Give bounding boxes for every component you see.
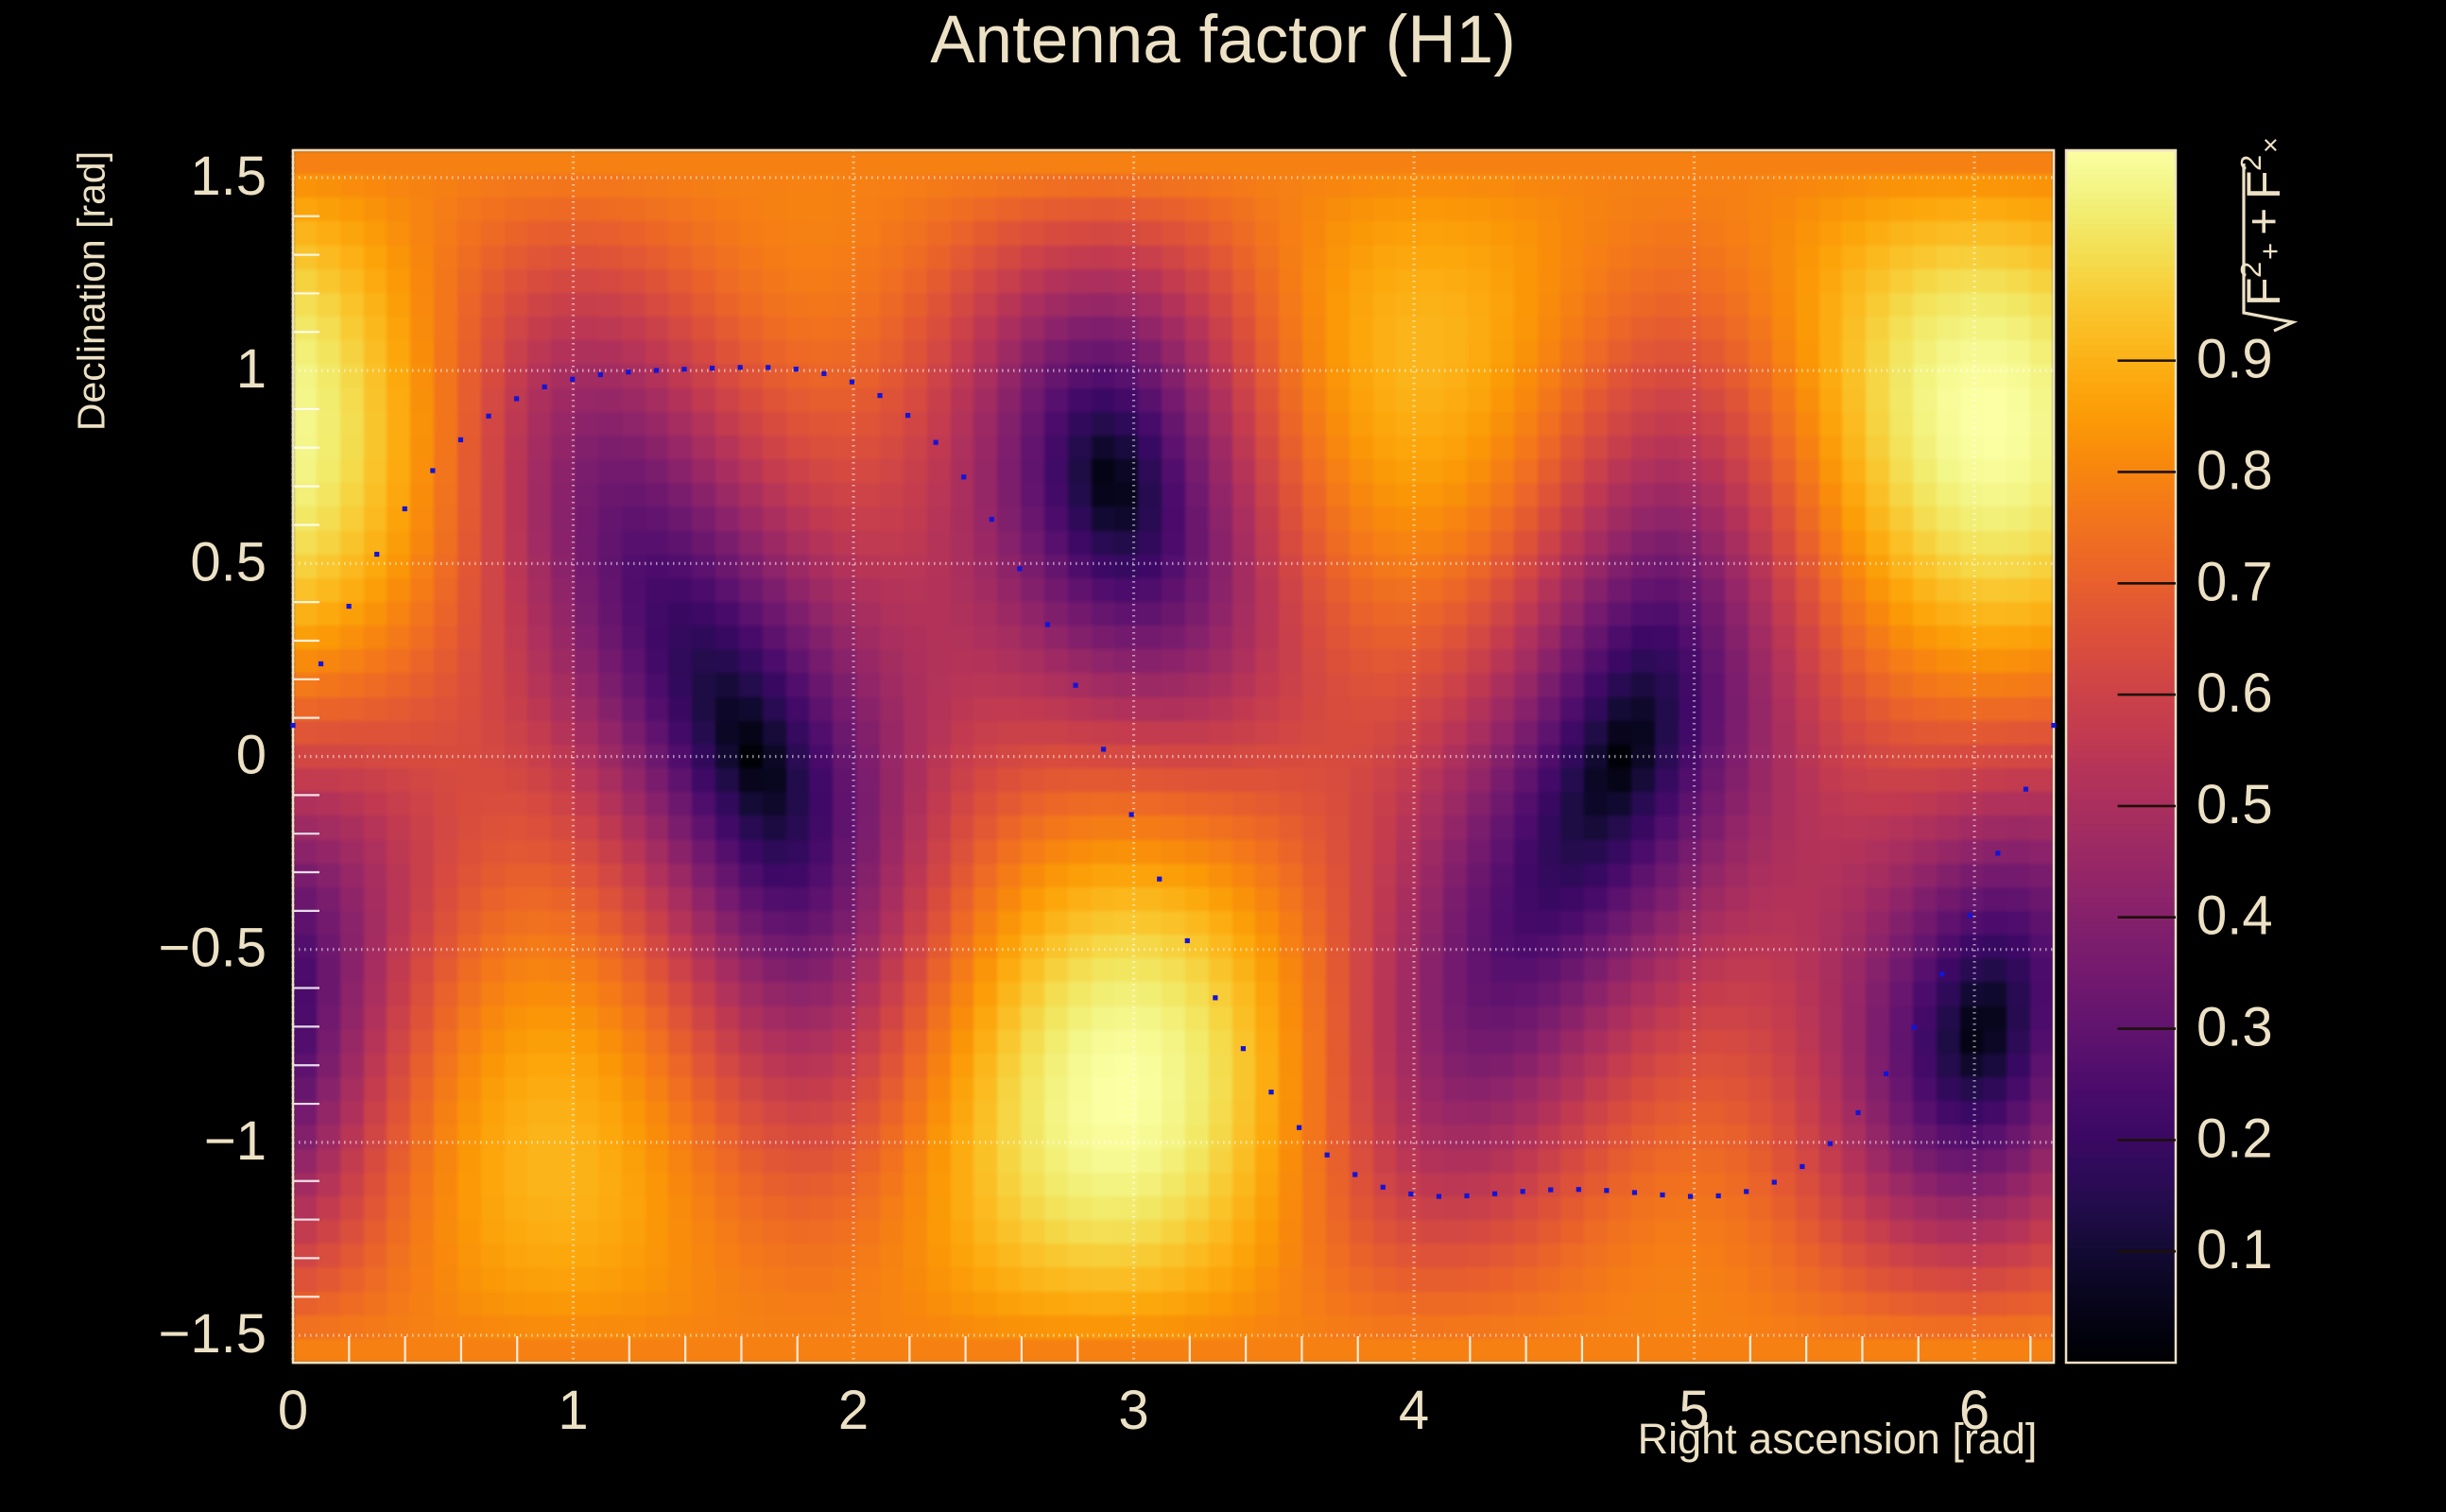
svg-text:2: 2	[838, 1380, 869, 1441]
svg-text:0.1: 0.1	[2196, 1219, 2273, 1280]
svg-text:2: 2	[2234, 155, 2267, 171]
svg-text:0.6: 0.6	[2196, 662, 2273, 724]
svg-text:0: 0	[278, 1380, 308, 1441]
svg-text:0.2: 0.2	[2196, 1108, 2273, 1169]
svg-text:0.5: 0.5	[2196, 774, 2273, 835]
svg-text:4: 4	[1399, 1380, 1429, 1441]
svg-text:−1: −1	[204, 1110, 267, 1172]
svg-text:0: 0	[236, 725, 267, 786]
svg-text:0.3: 0.3	[2196, 997, 2273, 1058]
svg-text:−0.5: −0.5	[159, 918, 267, 979]
svg-text:+: +	[2237, 208, 2290, 235]
svg-text:0.9: 0.9	[2196, 329, 2273, 390]
svg-text:F: F	[2237, 170, 2290, 199]
svg-text:F: F	[2237, 277, 2290, 306]
svg-text:2: 2	[2234, 262, 2267, 278]
svg-text:×: ×	[2256, 137, 2286, 153]
svg-text:1: 1	[236, 338, 267, 400]
svg-text:−1.5: −1.5	[159, 1303, 267, 1365]
svg-text:1.5: 1.5	[190, 146, 267, 207]
svg-text:1: 1	[558, 1380, 588, 1441]
svg-text:0.5: 0.5	[190, 531, 267, 593]
svg-text:3: 3	[1118, 1380, 1148, 1441]
svg-text:+: +	[2253, 243, 2286, 260]
svg-text:0.8: 0.8	[2196, 439, 2273, 501]
svg-text:0.4: 0.4	[2196, 885, 2273, 947]
svg-text:0.7: 0.7	[2196, 551, 2273, 612]
